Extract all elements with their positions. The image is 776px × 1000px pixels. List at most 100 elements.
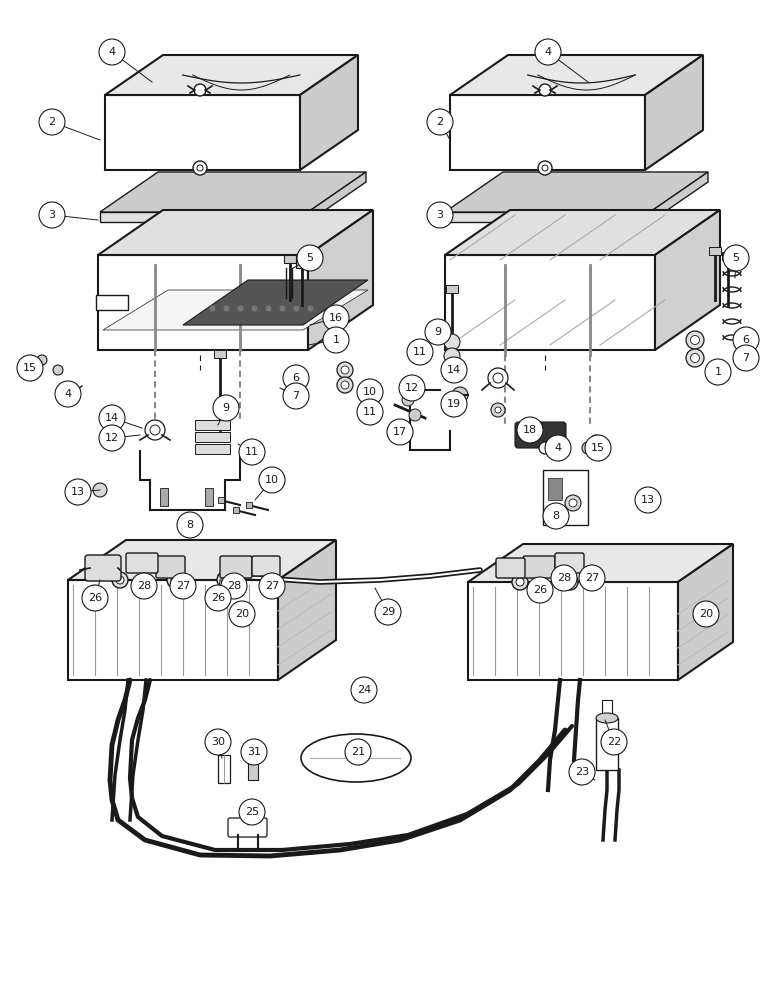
Polygon shape [195, 420, 230, 430]
Circle shape [409, 409, 421, 421]
Bar [596, 718, 618, 770]
Circle shape [223, 306, 230, 312]
Text: 20: 20 [235, 609, 249, 619]
Text: 29: 29 [381, 607, 395, 617]
Circle shape [241, 739, 267, 765]
Circle shape [345, 739, 371, 765]
Circle shape [237, 306, 244, 312]
Circle shape [145, 420, 165, 440]
Circle shape [221, 573, 247, 599]
Circle shape [495, 407, 501, 413]
Circle shape [402, 394, 414, 406]
Circle shape [542, 165, 548, 171]
Polygon shape [445, 212, 650, 222]
Circle shape [691, 354, 699, 362]
Circle shape [582, 442, 594, 454]
Circle shape [177, 512, 203, 538]
Circle shape [293, 306, 300, 312]
Text: 25: 25 [245, 807, 259, 817]
Text: 12: 12 [105, 433, 119, 443]
Circle shape [116, 576, 124, 584]
Circle shape [539, 84, 551, 96]
Circle shape [229, 601, 255, 627]
Circle shape [693, 601, 719, 627]
Polygon shape [645, 55, 703, 170]
Bar [284, 255, 296, 263]
Circle shape [551, 565, 577, 591]
Circle shape [205, 729, 231, 755]
Circle shape [283, 383, 309, 409]
Text: 4: 4 [109, 47, 116, 57]
Circle shape [193, 161, 207, 175]
FancyBboxPatch shape [156, 556, 185, 578]
Circle shape [213, 395, 239, 421]
Circle shape [585, 435, 611, 461]
Circle shape [545, 435, 571, 461]
Circle shape [197, 165, 203, 171]
Circle shape [357, 399, 383, 425]
Circle shape [205, 585, 231, 611]
Circle shape [723, 245, 749, 271]
Circle shape [194, 84, 206, 96]
Circle shape [579, 565, 605, 591]
Text: 12: 12 [405, 383, 419, 393]
Polygon shape [103, 290, 368, 330]
Circle shape [691, 336, 699, 344]
Bar [233, 507, 239, 513]
Text: 16: 16 [329, 313, 343, 323]
Text: 26: 26 [211, 593, 225, 603]
Text: 31: 31 [247, 747, 261, 757]
Circle shape [407, 339, 433, 365]
Bar [205, 488, 213, 506]
Circle shape [399, 375, 425, 401]
Circle shape [55, 381, 81, 407]
Circle shape [427, 109, 453, 135]
Bar [602, 700, 612, 720]
Circle shape [427, 202, 453, 228]
Text: 7: 7 [293, 391, 300, 401]
Circle shape [251, 306, 258, 312]
Circle shape [283, 365, 309, 391]
Circle shape [279, 306, 286, 312]
Circle shape [452, 387, 468, 403]
Circle shape [93, 483, 107, 497]
Circle shape [493, 373, 503, 383]
Text: 15: 15 [591, 443, 605, 453]
Circle shape [170, 573, 196, 599]
Circle shape [171, 576, 179, 584]
Circle shape [323, 327, 349, 353]
Polygon shape [300, 55, 358, 170]
Polygon shape [655, 210, 720, 350]
FancyBboxPatch shape [85, 555, 121, 581]
Text: 5: 5 [733, 253, 740, 263]
Circle shape [131, 573, 157, 599]
Text: 11: 11 [363, 407, 377, 417]
FancyBboxPatch shape [228, 818, 267, 837]
Bar [214, 350, 226, 358]
Polygon shape [68, 540, 336, 580]
Polygon shape [68, 580, 278, 680]
Circle shape [239, 439, 265, 465]
Text: 27: 27 [585, 573, 599, 583]
Circle shape [375, 599, 401, 625]
Bar [218, 755, 230, 783]
Circle shape [39, 109, 65, 135]
Ellipse shape [596, 713, 618, 723]
Text: 26: 26 [533, 585, 547, 595]
Circle shape [705, 359, 731, 385]
Polygon shape [308, 210, 373, 350]
Text: 2: 2 [436, 117, 444, 127]
Circle shape [591, 435, 601, 445]
Circle shape [569, 499, 577, 507]
Circle shape [259, 467, 285, 493]
Polygon shape [100, 172, 366, 212]
Circle shape [444, 334, 460, 350]
Circle shape [601, 729, 627, 755]
Circle shape [239, 799, 265, 825]
Text: 18: 18 [523, 425, 537, 435]
Polygon shape [308, 172, 366, 222]
Circle shape [64, 384, 76, 396]
Circle shape [491, 403, 505, 417]
Circle shape [733, 345, 759, 371]
Bar [246, 502, 252, 508]
